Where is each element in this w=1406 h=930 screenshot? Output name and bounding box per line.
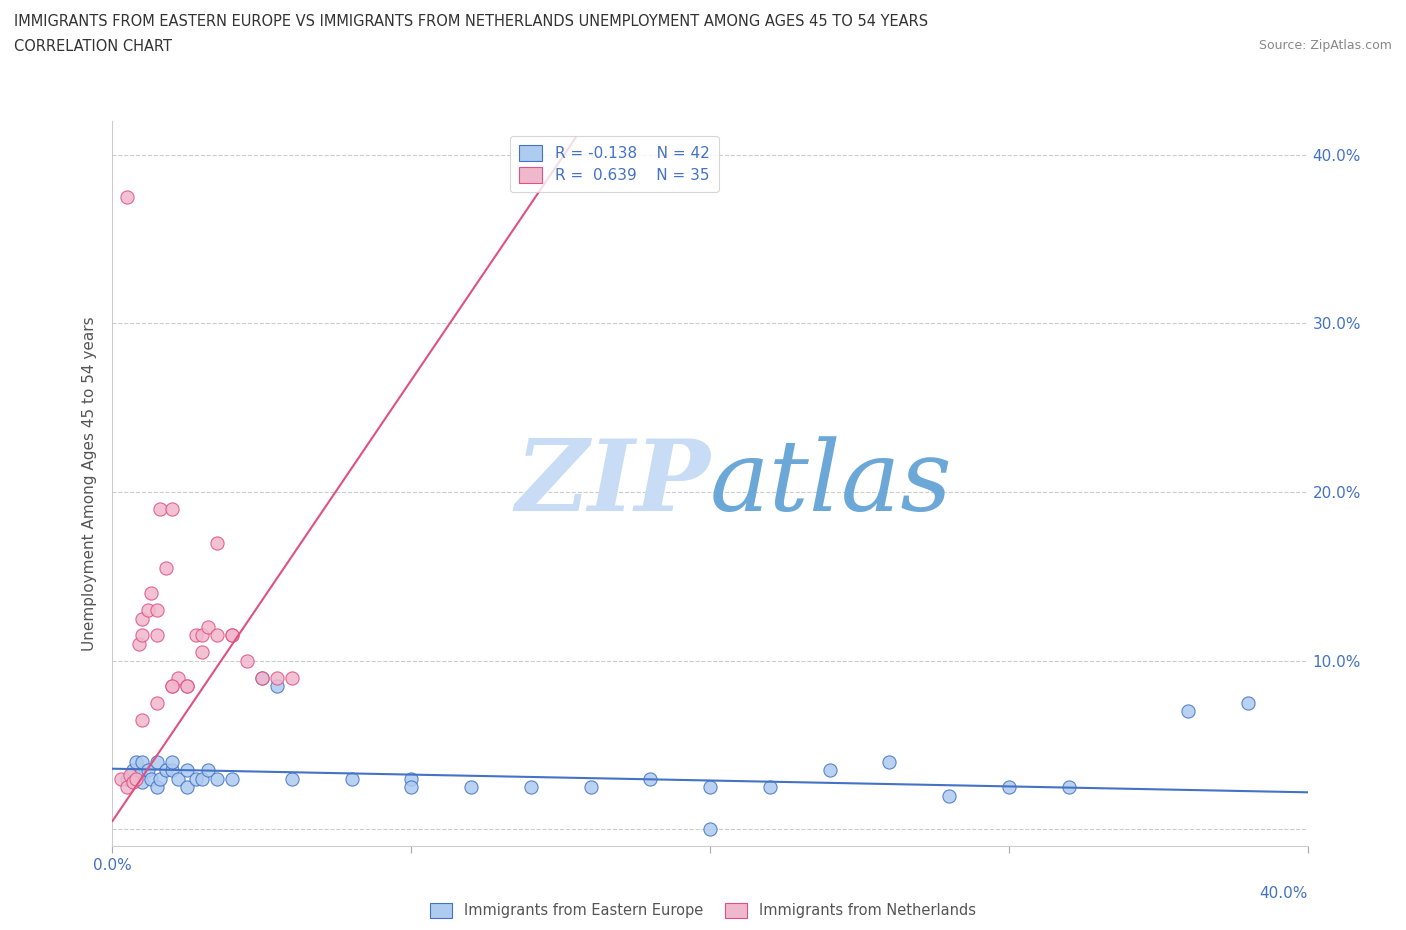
Point: [162, 763, 183, 777]
Point: [638, 771, 662, 786]
Point: [460, 780, 482, 795]
Point: [250, 671, 273, 685]
Point: [205, 535, 228, 550]
Point: [1237, 696, 1260, 711]
Point: [131, 754, 153, 769]
Text: IMMIGRANTS FROM EASTERN EUROPE VS IMMIGRANTS FROM NETHERLANDS UNEMPLOYMENT AMONG: IMMIGRANTS FROM EASTERN EUROPE VS IMMIGR…: [14, 14, 928, 29]
Point: [205, 628, 228, 643]
Legend: Immigrants from Eastern Europe, Immigrants from Netherlands: Immigrants from Eastern Europe, Immigran…: [426, 898, 980, 923]
Text: ZIP: ZIP: [515, 435, 710, 532]
Point: [141, 771, 163, 786]
Point: [250, 671, 273, 685]
Point: [191, 771, 214, 786]
Text: atlas: atlas: [710, 436, 953, 531]
Point: [146, 696, 169, 711]
Point: [131, 628, 153, 643]
Point: [998, 780, 1021, 795]
Point: [162, 679, 183, 694]
Point: [110, 771, 132, 786]
Point: [266, 671, 288, 685]
Point: [120, 768, 142, 783]
Point: [128, 636, 150, 651]
Point: [138, 603, 160, 618]
Point: [138, 763, 160, 777]
Point: [125, 771, 148, 786]
Point: [117, 780, 139, 795]
Point: [221, 628, 243, 643]
Point: [128, 768, 150, 783]
Point: [131, 712, 153, 727]
Point: [131, 611, 153, 626]
Point: [1177, 704, 1199, 719]
Point: [141, 586, 163, 601]
Point: [191, 628, 214, 643]
Point: [401, 771, 423, 786]
Point: [162, 501, 183, 516]
Point: [125, 754, 148, 769]
Point: [186, 771, 208, 786]
Point: [1057, 780, 1080, 795]
Point: [236, 653, 259, 668]
Point: [146, 754, 169, 769]
Point: [117, 190, 139, 205]
Point: [281, 671, 304, 685]
Point: [167, 771, 190, 786]
Point: [266, 679, 288, 694]
Point: [146, 628, 169, 643]
Point: [155, 561, 177, 576]
Point: [221, 771, 243, 786]
Point: [162, 679, 183, 694]
Point: [117, 771, 139, 786]
Point: [122, 775, 145, 790]
Text: CORRELATION CHART: CORRELATION CHART: [14, 39, 172, 54]
Point: [877, 754, 901, 769]
Point: [122, 763, 145, 777]
Point: [401, 780, 423, 795]
Point: [520, 780, 543, 795]
Point: [699, 780, 721, 795]
Point: [176, 763, 198, 777]
Point: [146, 603, 169, 618]
Point: [162, 754, 183, 769]
Point: [197, 619, 219, 634]
Point: [146, 780, 169, 795]
Point: [155, 763, 177, 777]
Point: [759, 780, 782, 795]
Point: [197, 763, 219, 777]
Y-axis label: Unemployment Among Ages 45 to 54 years: Unemployment Among Ages 45 to 54 years: [82, 316, 97, 651]
Point: [281, 771, 304, 786]
Point: [191, 644, 214, 659]
Text: 40.0%: 40.0%: [1260, 886, 1308, 901]
Point: [221, 628, 243, 643]
Point: [340, 771, 363, 786]
Point: [149, 771, 172, 786]
Point: [205, 771, 228, 786]
Point: [149, 501, 172, 516]
Legend: R = -0.138    N = 42, R =  0.639    N = 35: R = -0.138 N = 42, R = 0.639 N = 35: [510, 136, 718, 193]
Point: [176, 780, 198, 795]
Point: [699, 822, 721, 837]
Point: [938, 789, 960, 804]
Point: [167, 671, 190, 685]
Point: [176, 679, 198, 694]
Text: Source: ZipAtlas.com: Source: ZipAtlas.com: [1258, 39, 1392, 52]
Point: [186, 628, 208, 643]
Point: [176, 679, 198, 694]
Point: [579, 780, 602, 795]
Point: [131, 775, 153, 790]
Point: [818, 763, 841, 777]
